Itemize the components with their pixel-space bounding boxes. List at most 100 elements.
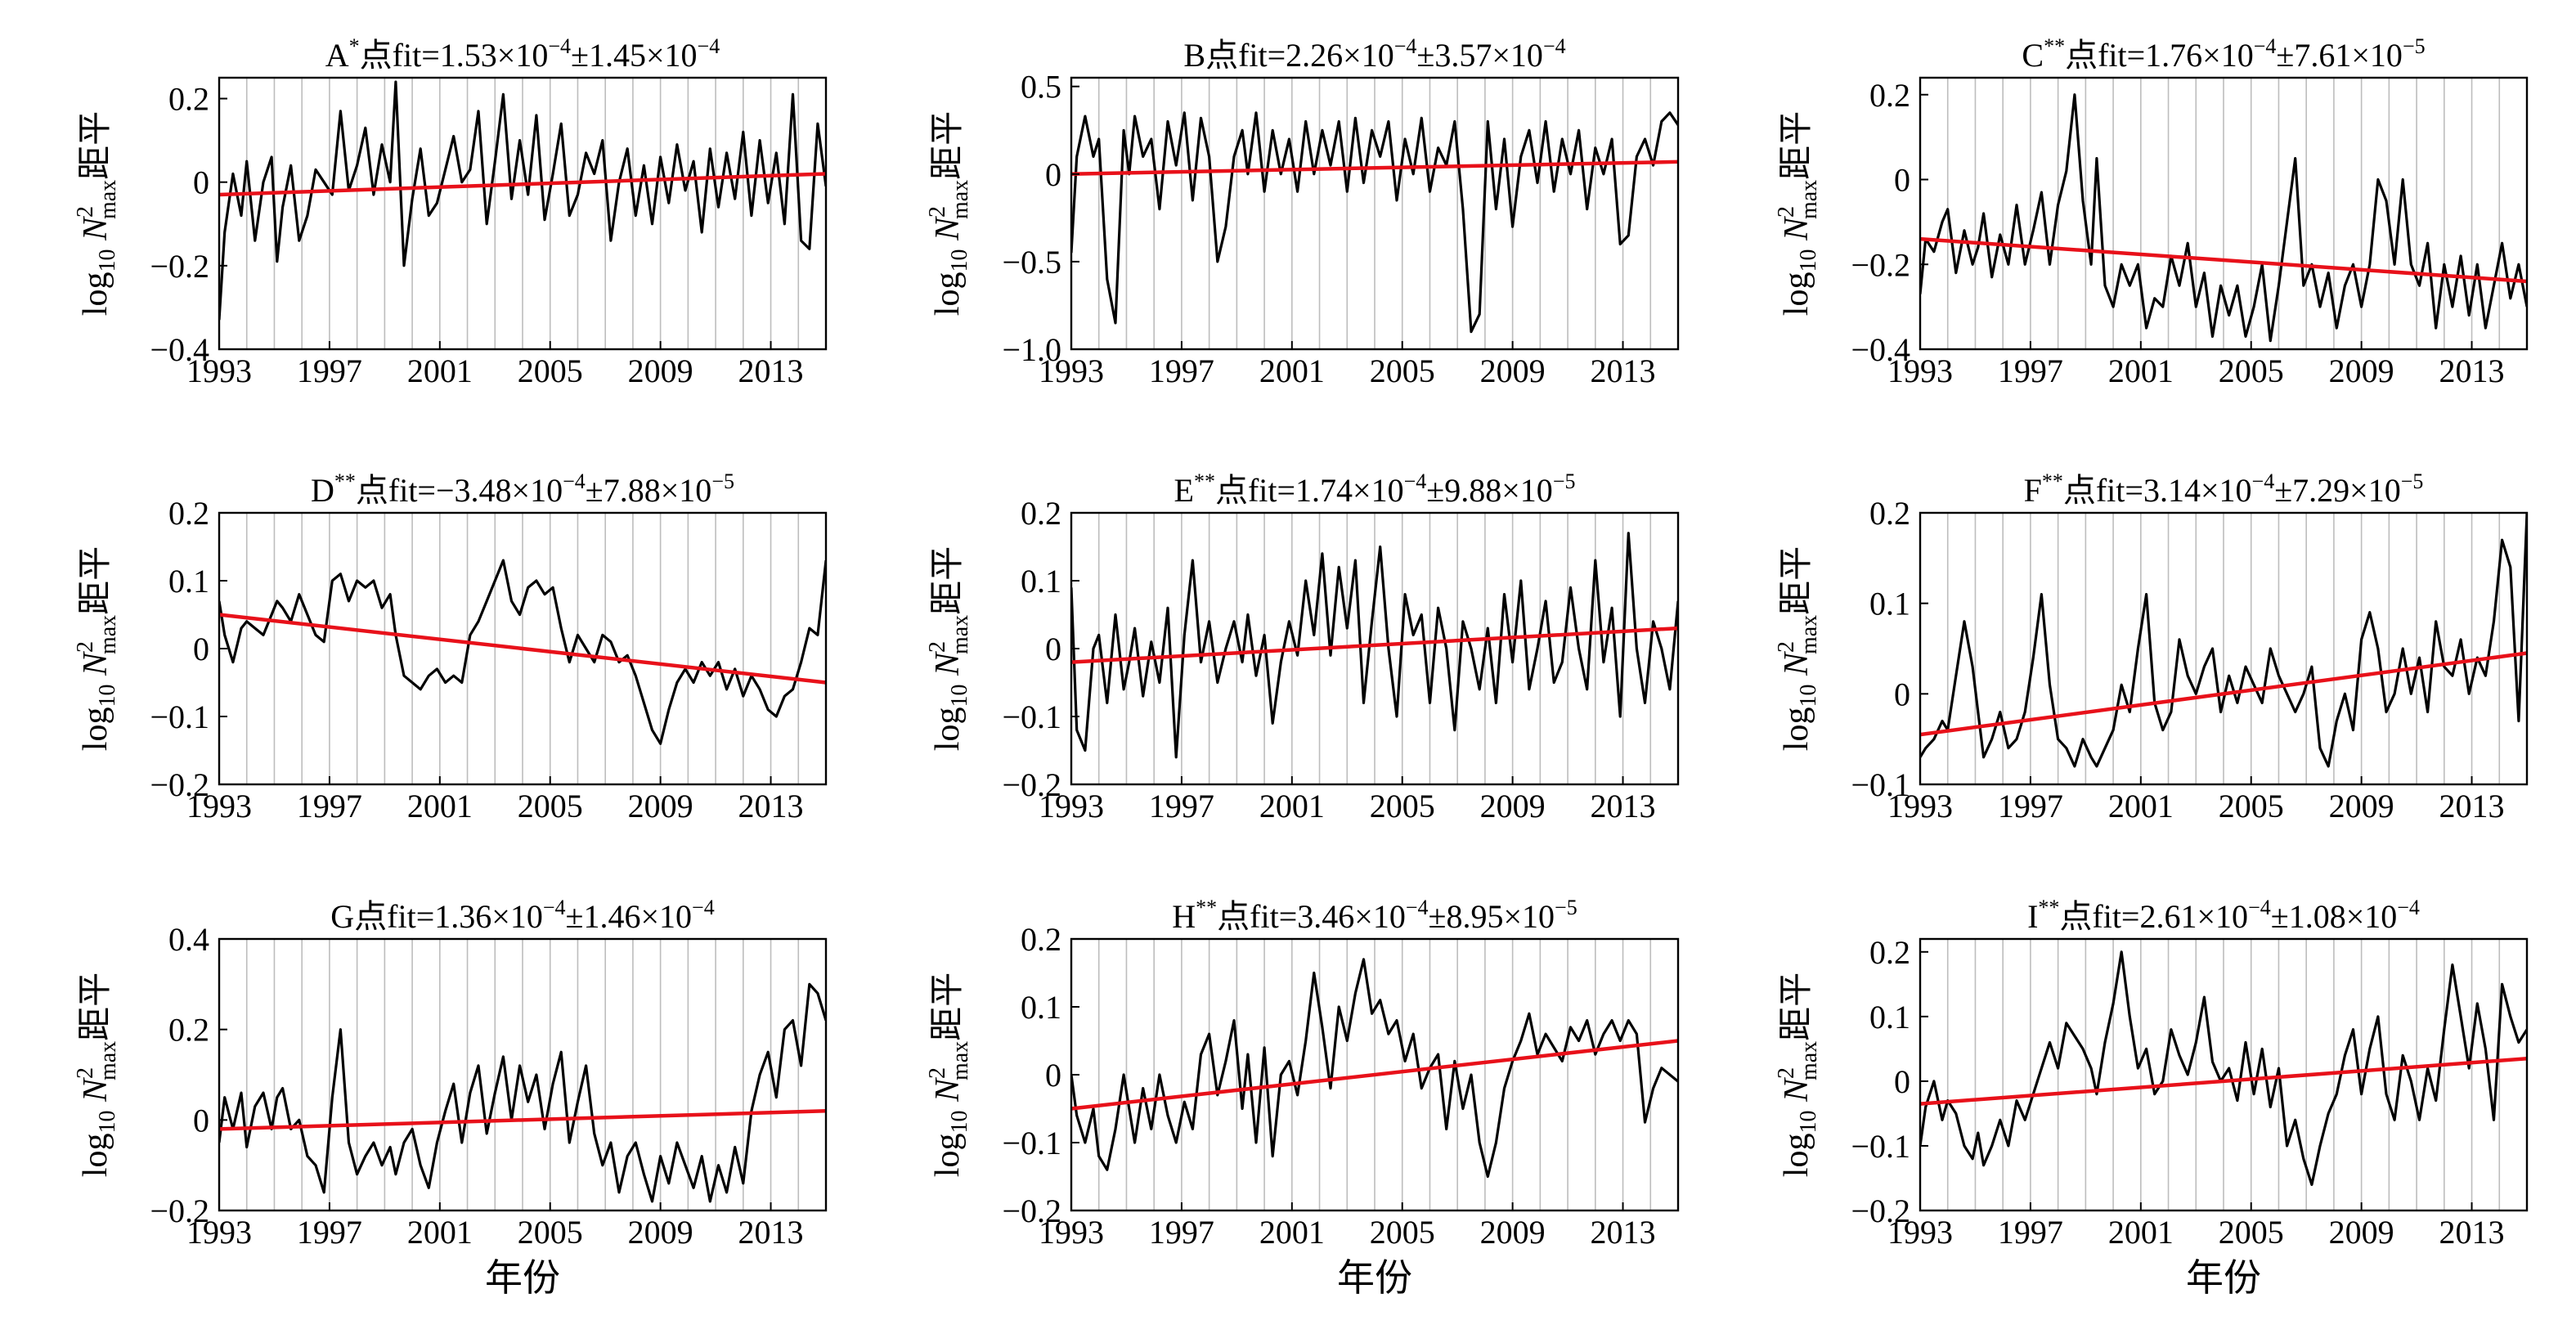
x-tick-label: 2005: [1370, 1214, 1435, 1251]
x-tick-label: 2005: [2219, 788, 2284, 824]
y-axis-label: log10 N2max距平: [1774, 972, 1822, 1177]
x-tick-label: 2005: [2219, 353, 2284, 389]
y-tick-label: −1.0: [1002, 331, 1061, 368]
y-tick-label: −0.2: [150, 248, 209, 285]
x-tick-label: 2009: [2329, 1214, 2394, 1251]
y-tick-label: −0.4: [1851, 331, 1910, 368]
y-tick-label: 0: [1045, 1057, 1061, 1094]
x-tick-label: 1997: [297, 1214, 362, 1251]
axes-frame: [218, 937, 828, 1212]
fit-line: [1070, 626, 1679, 664]
x-tick-label: 2009: [1480, 788, 1546, 824]
subplot-C: 1993 1997 2001 2005 2009 2013 −0.4 −0.2 0 0.2 C**点…: [1774, 34, 2529, 389]
y-tick-label: −0.2: [150, 766, 209, 803]
subplot-title: B点fit=2.26×10−4±3.57×10−4: [1183, 34, 1565, 74]
y-tick-label: −0.2: [1002, 1193, 1061, 1229]
series-line: [1071, 111, 1678, 334]
y-tick-label: 0.1: [1869, 999, 1910, 1035]
y-axis-label: log10 N2max距平: [73, 546, 121, 751]
x-tick-label: 2009: [628, 353, 693, 389]
y-axis-label: log10 N2max距平: [1774, 111, 1822, 316]
x-tick-label: 1997: [1998, 788, 2063, 824]
fit-line: [218, 172, 827, 197]
x-tick-label: 2013: [738, 353, 804, 389]
x-tick-label: 2013: [2439, 353, 2505, 389]
x-axis-label: 年份: [485, 1257, 560, 1299]
x-tick-label: 1993: [186, 353, 252, 389]
x-tick-label: 2001: [1259, 353, 1325, 389]
y-tick-label: 0.4: [168, 921, 209, 958]
x-tick-label: 2013: [738, 788, 804, 824]
x-tick-label: 2013: [2439, 788, 2505, 824]
subplot-G: 1993 1997 2001 2005 2009 2013 −0.2 0 0.2 0.4 G点fit…: [73, 896, 828, 1299]
y-tick-label: 0.2: [168, 1012, 209, 1049]
subplot-F: 1993 1997 2001 2005 2009 2013 −0.1 0 0.1 0.2 F**点f…: [1774, 469, 2529, 824]
subplot-B: 1993 1997 2001 2005 2009 2013 −1.0 −0.5 0 0.5 B点fi…: [925, 34, 1680, 389]
y-tick-label: 0.2: [1869, 495, 1910, 532]
x-tick-label: 1993: [1039, 353, 1104, 389]
subplot-I: 1993 1997 2001 2005 2009 2013 −0.2 −0.1 0 0.1 0.2 I…: [1774, 896, 2529, 1299]
subplot-title: A*点fit=1.53×10−4±1.45×10−4: [325, 34, 720, 74]
subplot-E: 1993 1997 2001 2005 2009 2013 −0.2 −0.1 0 0.1 0.2 E…: [925, 469, 1680, 824]
series-line: [1071, 958, 1678, 1179]
series-line: [1920, 950, 2527, 1187]
x-tick-label: 2009: [1480, 1214, 1546, 1251]
x-tick-label: 1993: [186, 788, 252, 824]
axes-frame: [1919, 937, 2529, 1212]
subplot-D: 1993 1997 2001 2005 2009 2013 −0.2 −0.1 0 0.1 0.2 D…: [73, 469, 828, 824]
x-tick-label: 2005: [1370, 353, 1435, 389]
fit-line: [1919, 1056, 2528, 1106]
subplot-H: 1993 1997 2001 2005 2009 2013 −0.2 −0.1 0 0.1 0.2 H…: [925, 896, 1680, 1299]
subplot-title: E**点fit=1.74×10−4±9.88×10−5: [1174, 469, 1576, 509]
fit-line: [1070, 1039, 1679, 1111]
y-tick-label: 0: [1894, 162, 1910, 199]
y-tick-label: 0.2: [1021, 495, 1061, 532]
x-axis-label: 年份: [2186, 1257, 2261, 1299]
x-tick-label: 2005: [518, 353, 583, 389]
x-tick-label: 2001: [2108, 1214, 2174, 1251]
y-axis-label: log10 N2max距平: [1774, 546, 1822, 751]
x-tick-label: 1997: [1149, 1214, 1214, 1251]
y-tick-label: 0.1: [1869, 586, 1910, 622]
y-tick-label: −0.2: [1851, 246, 1910, 283]
y-tick-label: −0.1: [1002, 698, 1061, 735]
x-tick-label: 1997: [1149, 353, 1214, 389]
y-tick-label: −0.1: [1851, 1128, 1910, 1165]
y-tick-label: 0.1: [1021, 563, 1061, 600]
x-tick-label: 1993: [1039, 788, 1104, 824]
x-tick-label: 1993: [186, 1214, 252, 1251]
fit-line: [218, 613, 827, 685]
subplot-title: G点fit=1.36×10−4±1.46×10−4: [330, 896, 714, 935]
x-tick-label: 2005: [2219, 1214, 2284, 1251]
x-tick-label: 2001: [2108, 353, 2174, 389]
x-tick-label: 1997: [297, 353, 362, 389]
x-tick-label: 2013: [1591, 1214, 1656, 1251]
x-tick-label: 1993: [1887, 1214, 1953, 1251]
y-tick-label: 0: [1894, 676, 1910, 712]
x-tick-label: 2001: [2108, 788, 2174, 824]
y-tick-label: 0.2: [1869, 934, 1910, 971]
y-tick-label: −0.1: [150, 698, 209, 735]
subplot-title: I**点fit=2.61×10−4±1.08×10−4: [2027, 896, 2420, 935]
subplot-title: C**点fit=1.76×10−4±7.61×10−5: [2022, 34, 2425, 74]
x-axis-label: 年份: [1337, 1257, 1412, 1299]
axes-frame: [1070, 76, 1680, 351]
x-tick-label: 1993: [1039, 1214, 1104, 1251]
x-tick-label: 2013: [738, 1214, 804, 1251]
x-tick-label: 2001: [1259, 1214, 1325, 1251]
subplot-title: D**点fit=−3.48×10−4±7.88×10−5: [311, 469, 734, 509]
x-tick-label: 1997: [1998, 353, 2063, 389]
x-tick-label: 2009: [628, 1214, 693, 1251]
x-tick-label: 2009: [1480, 353, 1546, 389]
subplot-title: H**点fit=3.46×10−4±8.95×10−5: [1172, 896, 1577, 935]
x-tick-label: 2005: [518, 788, 583, 824]
y-axis-label: log10 N2max距平: [73, 111, 121, 316]
y-tick-label: −0.2: [1851, 1193, 1910, 1229]
y-tick-label: 0.2: [168, 495, 209, 532]
series-line: [1071, 532, 1678, 759]
y-axis-label: log10 N2max距平: [925, 546, 973, 751]
fit-line: [1919, 236, 2528, 284]
y-tick-label: 0: [193, 631, 209, 667]
y-tick-label: −0.2: [150, 1193, 209, 1229]
y-tick-label: 0: [193, 1102, 209, 1139]
